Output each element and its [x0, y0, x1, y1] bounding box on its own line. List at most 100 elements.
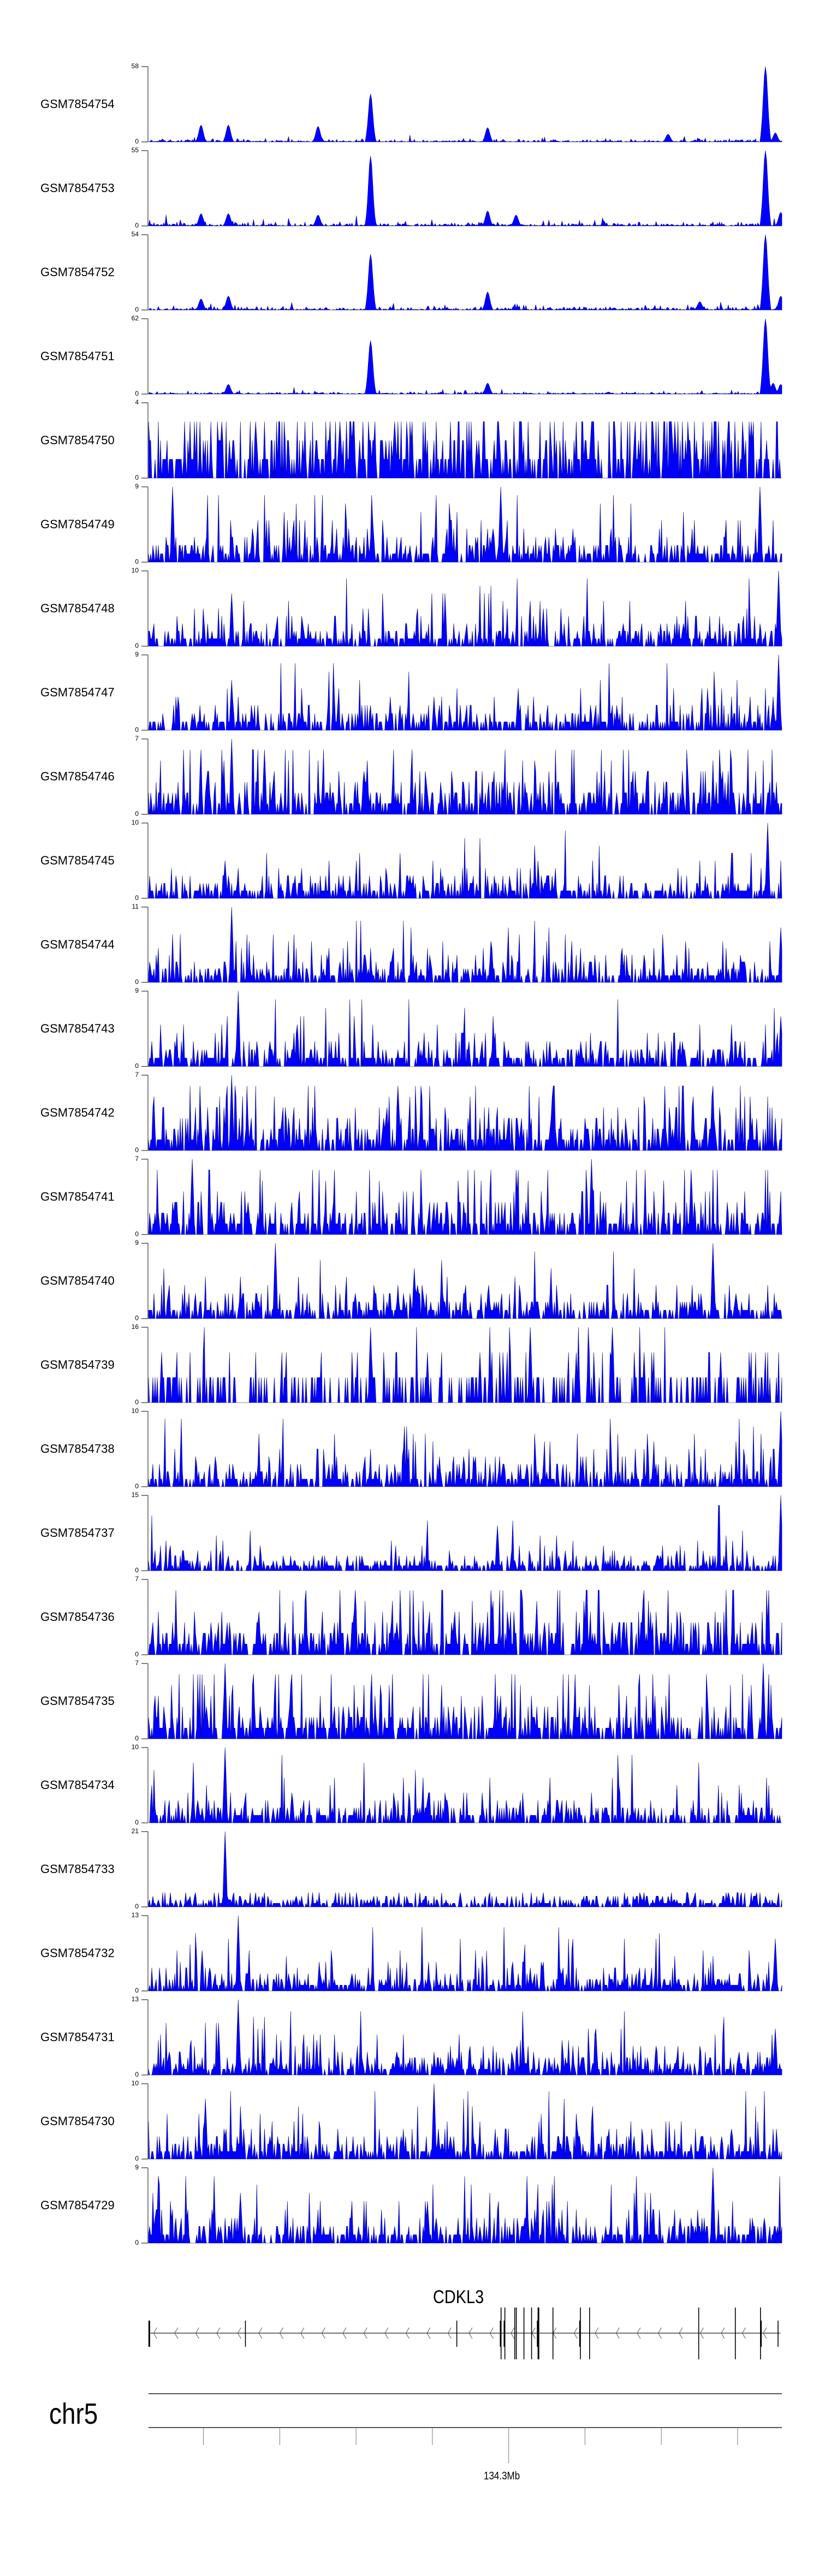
track-plot [141, 738, 782, 815]
strand-chevron-icon [637, 2327, 641, 2339]
y-max-tick-label: 7 [135, 1659, 139, 1667]
strand-chevron-icon [258, 2327, 263, 2339]
y-max-tick-label: 15 [131, 1491, 139, 1499]
track-label: GSM7854738 [40, 1442, 115, 1456]
chromosome-label: chr5 [49, 2398, 98, 2430]
signal-area [148, 1999, 782, 2076]
track-label: GSM7854742 [40, 1106, 115, 1119]
strand-chevron-icon [531, 2327, 536, 2339]
signal-area [148, 1411, 782, 1487]
exon [552, 2307, 554, 2359]
track-label: GSM7854744 [40, 938, 115, 951]
track-plot [141, 1831, 782, 1908]
y-zero-tick-label: 0 [135, 2155, 139, 2162]
exon [504, 2307, 506, 2359]
signal-area [148, 654, 782, 731]
y-zero-tick-label: 0 [135, 1482, 139, 1490]
signal-area [148, 1831, 782, 1908]
strand-chevron-icon [279, 2327, 283, 2339]
exon [698, 2307, 699, 2359]
y-max-tick-label: 7 [135, 1071, 139, 1078]
y-zero-tick-label: 0 [135, 1818, 139, 1826]
y-zero-tick-label: 0 [135, 726, 139, 734]
y-max-tick-label: 10 [131, 1743, 139, 1751]
y-max-tick-label: 13 [131, 1911, 139, 1919]
y-zero-tick-label: 0 [135, 1314, 139, 1322]
y-zero-tick-label: 0 [135, 2071, 139, 2078]
y-max-tick-label: 10 [131, 819, 139, 826]
exon [531, 2307, 532, 2359]
track-label: GSM7854736 [40, 1610, 115, 1624]
y-max-tick-label: 9 [135, 651, 139, 658]
signal-area [148, 907, 782, 983]
strand-chevron-icon [741, 2327, 746, 2339]
signal-area [148, 1915, 782, 1991]
exon [500, 2321, 501, 2347]
strand-chevron-icon [511, 2327, 515, 2339]
track-plot [141, 66, 782, 142]
track-label: GSM7854741 [40, 1190, 115, 1203]
y-zero-tick-label: 0 [135, 1398, 139, 1406]
y-zero-tick-label: 0 [135, 1734, 139, 1742]
track-label: GSM7854740 [40, 1274, 115, 1287]
exon [148, 2321, 150, 2347]
signal-area [148, 234, 782, 311]
y-zero-tick-label: 0 [135, 894, 139, 902]
y-max-tick-label: 9 [135, 2163, 139, 2171]
signal-area [148, 738, 782, 815]
track-plot [141, 402, 782, 479]
y-zero-tick-label: 0 [135, 642, 139, 649]
strand-chevron-icon [174, 2327, 179, 2339]
strand-chevron-icon [300, 2327, 305, 2339]
track-plot [141, 1159, 782, 1235]
strand-chevron-icon [363, 2327, 367, 2339]
track-label: GSM7854753 [40, 181, 115, 195]
track-label: GSM7854732 [40, 1946, 115, 1960]
track-plot [141, 654, 782, 731]
exon [245, 2321, 246, 2347]
signal-area [148, 1327, 782, 1403]
track-plot [141, 1411, 782, 1487]
y-max-tick-label: 7 [135, 735, 139, 742]
track-label: GSM7854730 [40, 2114, 115, 2128]
track-plot [141, 1999, 782, 2076]
exon [537, 2321, 539, 2347]
y-zero-tick-label: 0 [135, 390, 139, 397]
y-zero-tick-label: 0 [135, 978, 139, 986]
strand-chevron-icon [384, 2327, 389, 2339]
y-max-tick-label: 9 [135, 987, 139, 994]
y-zero-tick-label: 0 [135, 2239, 139, 2246]
signal-area [148, 486, 782, 563]
track-plot [141, 318, 782, 395]
y-zero-tick-label: 0 [135, 1230, 139, 1238]
track-plot [141, 1663, 782, 1739]
y-zero-tick-label: 0 [135, 222, 139, 229]
track-label: GSM7854751 [40, 349, 115, 363]
y-max-tick-label: 10 [131, 2079, 139, 2087]
y-max-tick-label: 55 [131, 146, 139, 154]
strand-chevron-icon [489, 2327, 494, 2339]
exon [778, 2321, 779, 2347]
gene-label: CDKL3 [433, 2287, 484, 2307]
track-label: GSM7854747 [40, 685, 115, 699]
y-max-tick-label: 21 [131, 1827, 139, 1835]
track-plot [141, 1579, 782, 1655]
y-max-tick-label: 7 [135, 1155, 139, 1162]
axis-tick-label: 134.3Mb [484, 2470, 520, 2482]
track-label: GSM7854739 [40, 1358, 115, 1372]
signal-area [148, 1243, 782, 1319]
track-plot [141, 2167, 782, 2244]
exon [761, 2321, 762, 2347]
track-label: GSM7854734 [40, 1778, 115, 1792]
signal-area [148, 66, 782, 142]
exon [523, 2307, 525, 2359]
y-zero-tick-label: 0 [135, 1987, 139, 1994]
exon [514, 2307, 515, 2359]
signal-area [148, 1663, 782, 1739]
strand-chevron-icon [405, 2327, 410, 2339]
strand-chevron-icon [447, 2327, 452, 2339]
strand-chevron-icon [342, 2327, 347, 2339]
track-label: GSM7854746 [40, 770, 115, 783]
track-plot [141, 1243, 782, 1319]
